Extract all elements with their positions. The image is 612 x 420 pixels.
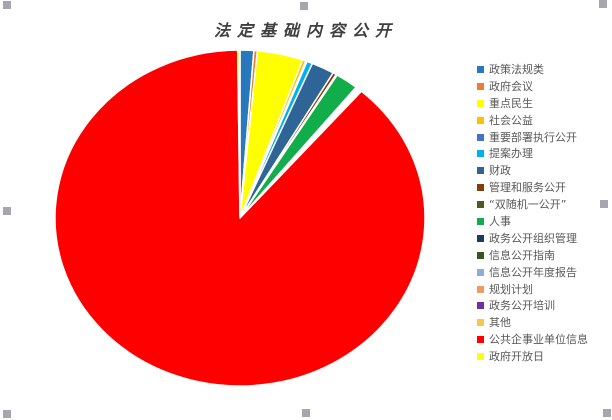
legend-item-8[interactable]: 管理和服务公开	[477, 179, 588, 196]
legend-label: 政府会议	[489, 79, 533, 93]
legend-label: 社会公益	[489, 113, 533, 127]
legend-item-18[interactable]: 政府开放日	[477, 348, 588, 365]
legend-label: 政务公开培训	[489, 299, 555, 313]
legend-label: 政务公开组织管理	[489, 231, 577, 245]
legend-item-2[interactable]: 政府会议	[477, 78, 588, 95]
legend-swatch-icon	[477, 268, 484, 276]
legend-swatch-icon	[477, 184, 484, 192]
legend-swatch-icon	[477, 353, 484, 361]
legend-swatch-icon	[477, 319, 484, 327]
legend-swatch-icon	[477, 251, 484, 259]
legend-swatch-icon	[477, 285, 484, 293]
selection-handle-top-center[interactable]	[300, 2, 308, 10]
pie-slice-18[interactable]	[236, 49, 241, 219]
legend-swatch-icon	[477, 150, 484, 158]
legend-swatch-icon	[477, 234, 484, 242]
legend-swatch-icon	[477, 217, 484, 225]
legend-item-11[interactable]: 政务公开组织管理	[477, 230, 588, 247]
selection-handle-bottom-right[interactable]	[603, 409, 611, 417]
legend-label: 重要部署执行公开	[489, 130, 577, 144]
legend-swatch-icon	[477, 201, 484, 209]
legend-label: 政策法规类	[489, 62, 544, 76]
legend-swatch-icon	[477, 82, 484, 90]
selection-handle-bottom-left[interactable]	[3, 410, 11, 418]
legend-swatch-icon	[477, 99, 484, 107]
legend-label: 信息公开指南	[489, 248, 555, 262]
legend-item-3[interactable]: 重点民生	[477, 95, 588, 112]
legend-item-10[interactable]: 人事	[477, 213, 588, 230]
selection-handle-top-left[interactable]	[3, 1, 11, 9]
legend-item-5[interactable]: 重要部署执行公开	[477, 129, 588, 146]
legend-label: 政府开放日	[489, 350, 544, 364]
legend-label: 人事	[489, 214, 511, 228]
legend-item-7[interactable]: 财政	[477, 162, 588, 179]
legend-label: 公共企事业单位信息	[489, 333, 588, 347]
legend-label: 提案办理	[489, 147, 533, 161]
chart-legend: 政策法规类政府会议重点民生社会公益重要部署执行公开 提案办理财政管理和服务公开 “双…	[477, 61, 588, 365]
legend-label: 其他	[489, 316, 511, 330]
legend-label: 重点民生	[489, 96, 533, 110]
legend-swatch-icon	[477, 116, 484, 124]
legend-item-14[interactable]: 规划计划	[477, 281, 588, 298]
legend-label: 信息公开年度报告	[489, 265, 577, 279]
legend-swatch-icon	[477, 65, 484, 73]
legend-item-4[interactable]: 社会公益	[477, 112, 588, 129]
legend-item-13[interactable]: 信息公开年度报告	[477, 264, 588, 281]
legend-swatch-icon	[477, 167, 484, 175]
legend-swatch-icon	[477, 336, 484, 344]
legend-label: 管理和服务公开	[489, 181, 566, 195]
legend-label: 财政	[489, 164, 511, 178]
selection-handle-bottom-center[interactable]	[302, 409, 310, 417]
selection-handle-middle-right[interactable]	[600, 200, 608, 208]
legend-item-1[interactable]: 政策法规类	[477, 61, 588, 78]
legend-item-12[interactable]: 信息公开指南	[477, 247, 588, 264]
legend-label: 规划计划	[489, 282, 533, 296]
chart-title[interactable]: 法定基础内容公开	[213, 21, 398, 40]
legend-swatch-icon	[477, 133, 484, 141]
legend-item-17[interactable]: 公共企事业单位信息	[477, 331, 588, 348]
legend-item-15[interactable]: 政务公开培训	[477, 297, 588, 314]
legend-swatch-icon	[477, 302, 484, 310]
legend-item-9[interactable]: “双随机一公开”	[477, 196, 588, 213]
legend-label: “双随机一公开”	[489, 198, 567, 212]
legend-item-6[interactable]: 提案办理	[477, 145, 588, 162]
legend-item-16[interactable]: 其他	[477, 314, 588, 331]
selection-handle-top-right[interactable]	[599, 0, 607, 8]
selection-handle-middle-left[interactable]	[3, 207, 11, 215]
